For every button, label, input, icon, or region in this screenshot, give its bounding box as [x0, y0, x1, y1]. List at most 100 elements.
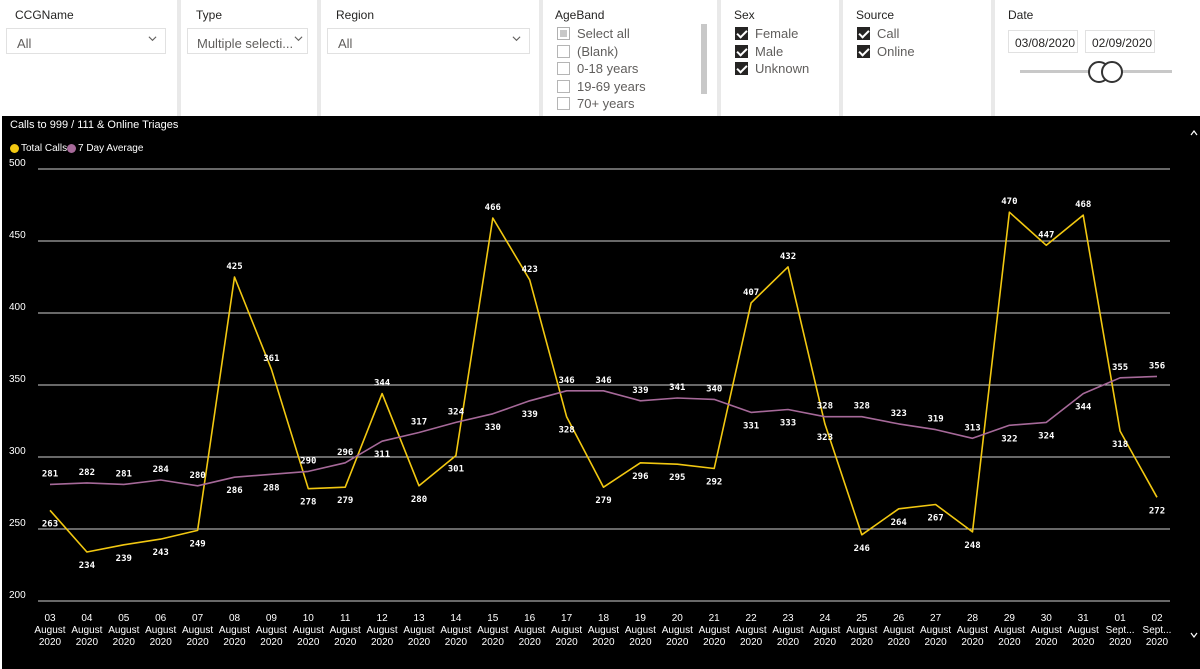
x-tick-label: 04	[81, 613, 93, 624]
x-tick-label: 20	[672, 613, 684, 624]
x-tick-label: 15	[487, 613, 499, 624]
y-tick-label: 250	[9, 518, 26, 529]
x-tick-label: 09	[266, 613, 278, 624]
source-slicer: Source Call Online	[843, 0, 991, 116]
seven-day-average-data-label: 311	[374, 450, 390, 460]
x-tick-label: Sept...	[1106, 625, 1135, 636]
seven-day-average-data-label: 330	[485, 423, 501, 433]
y-tick-label: 500	[9, 158, 26, 169]
total-calls-data-label: 280	[411, 495, 427, 505]
total-calls-data-label: 323	[817, 433, 833, 443]
x-tick-label: 21	[709, 613, 721, 624]
line-chart: 20025030035040045050003August202004Augus…	[9, 158, 1171, 648]
x-tick-label: 26	[893, 613, 905, 624]
x-tick-label: August	[1031, 625, 1062, 636]
x-tick-label: 2020	[1146, 637, 1169, 648]
x-tick-label: August	[920, 625, 951, 636]
y-tick-label: 200	[9, 590, 26, 601]
x-tick-label: 2020	[703, 637, 726, 648]
checkbox[interactable]	[735, 27, 748, 40]
total-calls-data-label: 407	[743, 288, 759, 298]
chevron-down-icon	[512, 36, 521, 42]
x-tick-label: 02	[1151, 613, 1163, 624]
total-calls-data-label: 234	[79, 561, 96, 571]
total-calls-data-label: 248	[964, 541, 980, 551]
slicer-title: Region	[336, 8, 375, 22]
x-tick-label: August	[293, 625, 324, 636]
total-calls-data-label: 301	[448, 465, 464, 475]
x-tick-label: August	[588, 625, 619, 636]
x-tick-label: August	[736, 625, 767, 636]
x-tick-label: 28	[967, 613, 979, 624]
legend-dot	[10, 144, 19, 153]
x-tick-label: 27	[930, 613, 942, 624]
total-calls-data-label: 272	[1149, 506, 1165, 516]
x-tick-label: 17	[561, 613, 573, 624]
x-tick-label: 2020	[371, 637, 394, 648]
checkbox[interactable]	[735, 45, 748, 58]
x-tick-label: 2020	[408, 637, 431, 648]
y-tick-label: 350	[9, 374, 26, 385]
date-start-input[interactable]: 03/08/2020	[1008, 30, 1078, 53]
checkbox[interactable]	[857, 27, 870, 40]
checkbox-label: Call	[877, 26, 900, 41]
x-tick-label: 10	[303, 613, 315, 624]
x-tick-label: August	[108, 625, 139, 636]
seven-day-average-data-label: 355	[1112, 363, 1128, 373]
checkbox[interactable]	[557, 97, 570, 110]
seven-day-average-data-label: 313	[964, 423, 980, 433]
x-tick-label: August	[219, 625, 250, 636]
date-end-input[interactable]: 02/09/2020	[1085, 30, 1155, 53]
x-tick-label: August	[662, 625, 693, 636]
x-tick-label: 2020	[777, 637, 800, 648]
x-tick-label: August	[367, 625, 398, 636]
x-tick-label: 30	[1041, 613, 1053, 624]
checkbox-label: 70+ years	[577, 96, 635, 111]
x-tick-label: August	[34, 625, 65, 636]
checkbox[interactable]	[857, 45, 870, 58]
checkbox[interactable]	[557, 62, 570, 75]
total-calls-data-label: 425	[226, 262, 242, 272]
seven-day-average-data-label: 340	[706, 384, 722, 394]
total-calls-data-label: 466	[485, 203, 501, 213]
checkbox[interactable]	[557, 45, 570, 58]
x-tick-label: 2020	[592, 637, 615, 648]
total-calls-data-label: 246	[854, 544, 870, 554]
checkbox[interactable]	[557, 80, 570, 93]
x-tick-label: August	[477, 625, 508, 636]
checkbox-label: Female	[755, 26, 799, 41]
x-tick-label: August	[182, 625, 213, 636]
date-slider-end-handle[interactable]	[1101, 61, 1123, 83]
checkbox[interactable]	[735, 62, 748, 75]
seven-day-average-data-label: 346	[558, 376, 574, 386]
y-tick-label: 450	[9, 230, 26, 241]
seven-day-average-data-label: 286	[226, 486, 242, 496]
checkbox-label: (Blank)	[577, 44, 619, 59]
x-tick-label: 29	[1004, 613, 1016, 624]
chart-scrollbar[interactable]	[1188, 126, 1199, 646]
checkbox-label: Select all	[577, 26, 630, 41]
chevron-down-icon	[294, 36, 303, 42]
seven-day-average-data-label: 356	[1149, 361, 1165, 371]
checkbox[interactable]	[557, 27, 570, 40]
x-tick-label: 2020	[260, 637, 283, 648]
total-calls-data-label: 249	[189, 539, 205, 549]
x-tick-label: 2020	[519, 637, 542, 648]
x-tick-label: August	[699, 625, 730, 636]
x-tick-label: August	[625, 625, 656, 636]
dropdown-value: All	[17, 36, 32, 51]
total-calls-data-label: 263	[42, 519, 58, 529]
x-tick-label: 2020	[555, 637, 578, 648]
ageband-scrollbar[interactable]	[701, 24, 707, 94]
ccg-dropdown[interactable]: All	[6, 28, 166, 54]
x-tick-label: 2020	[39, 637, 62, 648]
total-calls-data-label: 470	[1001, 197, 1017, 207]
x-tick-label: 24	[819, 613, 831, 624]
x-tick-label: 2020	[482, 637, 505, 648]
type-dropdown[interactable]: Multiple selecti...	[187, 28, 308, 54]
seven-day-average-data-label: 296	[337, 448, 353, 458]
total-calls-data-label: 279	[337, 496, 353, 506]
x-tick-label: 2020	[998, 637, 1021, 648]
seven-day-average-data-label: 344	[1075, 403, 1092, 413]
region-dropdown[interactable]: All	[327, 28, 530, 54]
